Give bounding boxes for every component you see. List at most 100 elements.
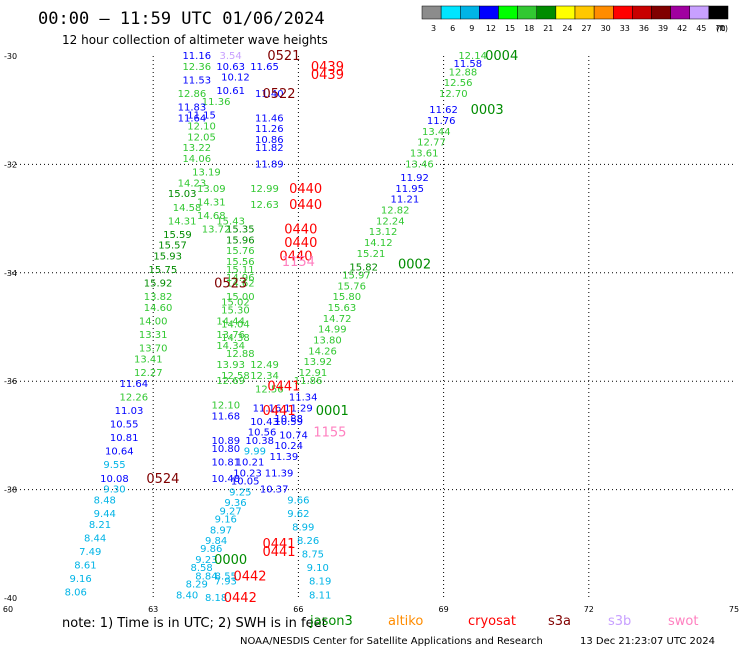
colorbar-label: 36 [639,24,649,33]
swh-value-jason3: 14.26 [308,346,337,357]
swh-value-cryosat: 8.55 [215,571,237,582]
swh-value-jason3: 10.74 [279,430,308,441]
swh-value-s3a: 8.61 [74,560,96,571]
satellite-legend: jason3 altiko cryosat s3a s3b swot [309,614,698,629]
colorbar-label: 18 [524,24,534,33]
swh-value-jason3: 15.97 [342,271,371,282]
track-label: 0524 [146,472,179,487]
swh-value-jason3: 9.66 [287,495,309,506]
y-tick-label: -38 [4,486,17,495]
swh-value-s3a: 14.23 [178,178,207,189]
colorbar-swatch [689,5,710,20]
swh-value-jason3: 9.62 [287,509,309,520]
swh-value-s3a: 12.27 [134,368,163,379]
colorbar-label: 9 [469,24,474,33]
swh-value-cryosat: 8.40 [176,590,198,601]
swh-value-s3a: 13.31 [139,330,168,341]
swh-value-s3a: 8.44 [84,533,106,544]
swh-value-jason3: 15.63 [328,303,357,314]
colorbar-label: 24 [562,24,572,33]
swh-value-s3a: 15.92 [144,279,173,290]
swh-value-cryosat: 9.16 [215,514,237,525]
swh-value-cryosat: 7.93 [215,577,237,588]
swh-value-s3a: 14.68 [197,211,226,222]
swh-value-s3a: 13.82 [144,292,173,303]
x-axis-ticks: 60 63 66 69 72 75 [3,605,739,614]
swh-value-s3a: 11.89 [255,159,284,170]
colorbar-label: 30 [601,24,611,33]
swh-value-jason3: 13.12 [369,227,398,238]
swh-value-s3a: 12.36 [182,62,211,73]
swh-value-s3a: 10.63 [216,62,245,73]
colorbar-label: 3 [431,24,436,33]
x-tick-label: 69 [439,605,449,614]
swh-value-s3a: 13.22 [182,143,211,154]
colorbar-swatch [651,5,671,20]
swh-value-s3a: 11.26 [255,124,284,135]
swh-points: 12.1411.5812.8812.5612.7011.6211.7613.44… [65,51,487,604]
track-label: 0440 [279,250,312,265]
swh-value-cryosat: 8.58 [190,563,212,574]
colorbar-label: 45 [696,24,706,33]
swh-value-jason3: 8.26 [297,536,319,547]
swh-value-cryosat: 9.86 [200,544,222,555]
satellite-legend-altiko: altiko [388,614,423,629]
colorbar-swatch [536,5,557,20]
swh-value-s3a: 14.31 [197,197,226,208]
swh-value-s3a: 12.63 [250,200,279,211]
swh-value-cryosat: 8.18 [205,593,227,604]
colorbar-swatch [498,5,518,20]
swh-value-s3a: 10.55 [110,420,139,431]
track-label: 0440 [289,198,322,213]
swh-value-jason3: 12.91 [299,368,328,379]
swh-value-s3a: 13.09 [197,184,226,195]
swh-value-s3a: 12.88 [226,349,255,360]
swh-value-s3a: 15.75 [149,265,178,276]
swh-value-cryosat: 9.84 [205,536,227,547]
swh-value-s3a: 12.56 [255,384,284,395]
swh-value-jason3: 8.11 [309,590,331,601]
satellite-legend-s3b: s3b [608,614,631,629]
colorbar-swatch [574,5,595,20]
swh-value-jason3: 10.59 [274,417,303,428]
swh-value-jason3: 11.95 [395,184,424,195]
track-label: 0441 [262,404,295,419]
track-label: 1154 [282,255,315,270]
swh-value-jason3: 11.62 [429,105,458,116]
track-label: 0440 [289,182,322,197]
swh-value-s3a: 12.34 [250,371,279,382]
swh-value-jason3: 10.24 [274,441,303,452]
track-label: 0441 [262,537,295,552]
y-tick-label: -32 [4,160,17,169]
colorbar-unit: (ft) [716,24,728,33]
swh-value-s3a: 14.38 [221,333,250,344]
swh-value-s3a: 11.40 [255,89,284,100]
swh-value-s3a: 13.19 [192,168,221,179]
colorbar-label: 6 [450,24,455,33]
swh-value-s3a: 10.12 [221,73,250,84]
colorbar-swatch [632,5,652,20]
swh-value-jason3: 15.80 [332,292,361,303]
swh-value-s3a: 11.36 [202,97,231,108]
swh-value-jason3: 12.88 [449,67,478,78]
swh-value-s3a: 9.16 [69,574,91,585]
swh-value-jason3: 11.39 [270,452,299,463]
colorbar-swatch [421,5,442,20]
colorbar-swatch [479,5,499,20]
swh-value-cryosat: 10.23 [233,468,262,479]
track-label: 0441 [267,380,300,395]
swh-value-s3a: 11.65 [250,62,279,73]
track-label: 0441 [262,545,295,560]
swh-value-s3a: 15.56 [226,257,255,268]
swh-value-s3a: 10.86 [255,135,284,146]
swh-value-jason3: 12.70 [439,89,468,100]
swh-value-s3a: 15.96 [226,235,255,246]
swh-value-jason3: 11.76 [427,116,456,127]
track-label: 0000 [214,553,247,568]
swh-value-s3a: 15.30 [221,306,250,317]
colorbar-label: 39 [658,24,668,33]
swh-value-jason3: 12.56 [444,78,473,89]
y-tick-label: -36 [4,377,17,386]
track-label: 0001 [316,404,349,419]
swh-value-jason3: 11.39 [265,468,294,479]
